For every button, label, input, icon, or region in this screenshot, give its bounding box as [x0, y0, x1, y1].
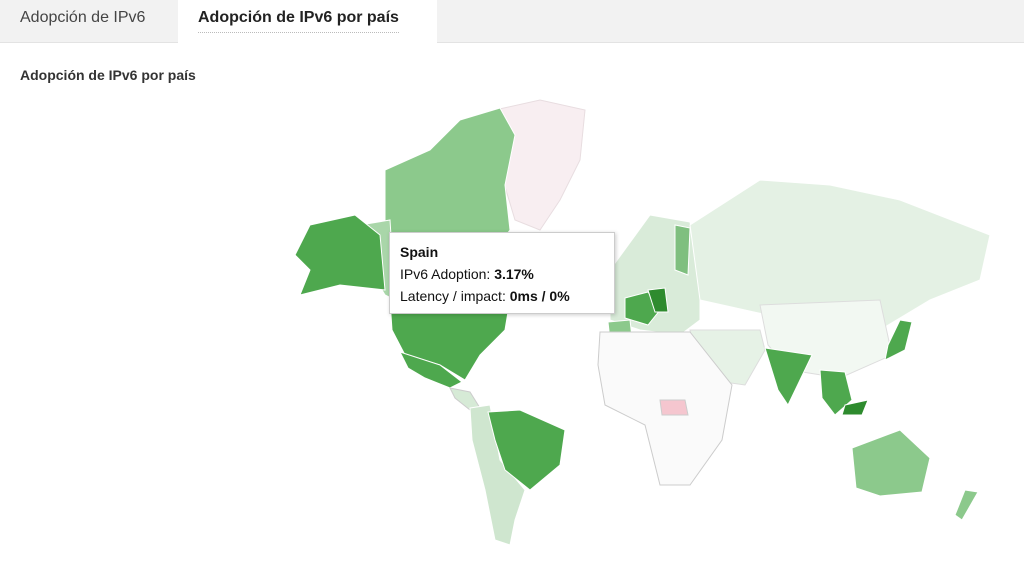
tooltip-row: Latency / impact: 0ms / 0%: [400, 285, 604, 307]
tab[interactable]: Adopción de IPv6: [0, 0, 178, 42]
alaska: [294, 214, 386, 296]
southeast-asia: [819, 369, 853, 416]
tab-label: Adopción de IPv6: [20, 9, 146, 26]
japan: [884, 319, 913, 361]
new-zealand: [954, 489, 979, 521]
india: [764, 347, 813, 407]
brazil: [487, 409, 566, 491]
central-africa: [659, 399, 689, 416]
tooltip: Spain IPv6 Adoption: 3.17% Latency / impa…: [389, 232, 615, 314]
tooltip-row: IPv6 Adoption: 3.17%: [400, 263, 604, 285]
tooltip-label: IPv6 Adoption:: [400, 266, 491, 282]
tooltip-country: Spain: [400, 244, 439, 260]
scandinavia: [674, 224, 691, 276]
tab[interactable]: Adopción de IPv6 por país: [178, 0, 437, 43]
tooltip-value: 3.17%: [494, 266, 534, 282]
australia: [851, 429, 931, 497]
germany: [647, 287, 669, 313]
tooltip-value: 0ms / 0%: [509, 288, 570, 304]
tab-label: Adopción de IPv6 por país: [198, 9, 399, 33]
tooltip-label: Latency / impact:: [400, 288, 506, 304]
section-title: Adopción de IPv6 por país: [20, 67, 196, 83]
russia-asia: [689, 179, 991, 331]
indonesia: [841, 399, 869, 416]
tab-bar: Adopción de IPv6 Adopción de IPv6 por paí…: [0, 0, 1024, 43]
